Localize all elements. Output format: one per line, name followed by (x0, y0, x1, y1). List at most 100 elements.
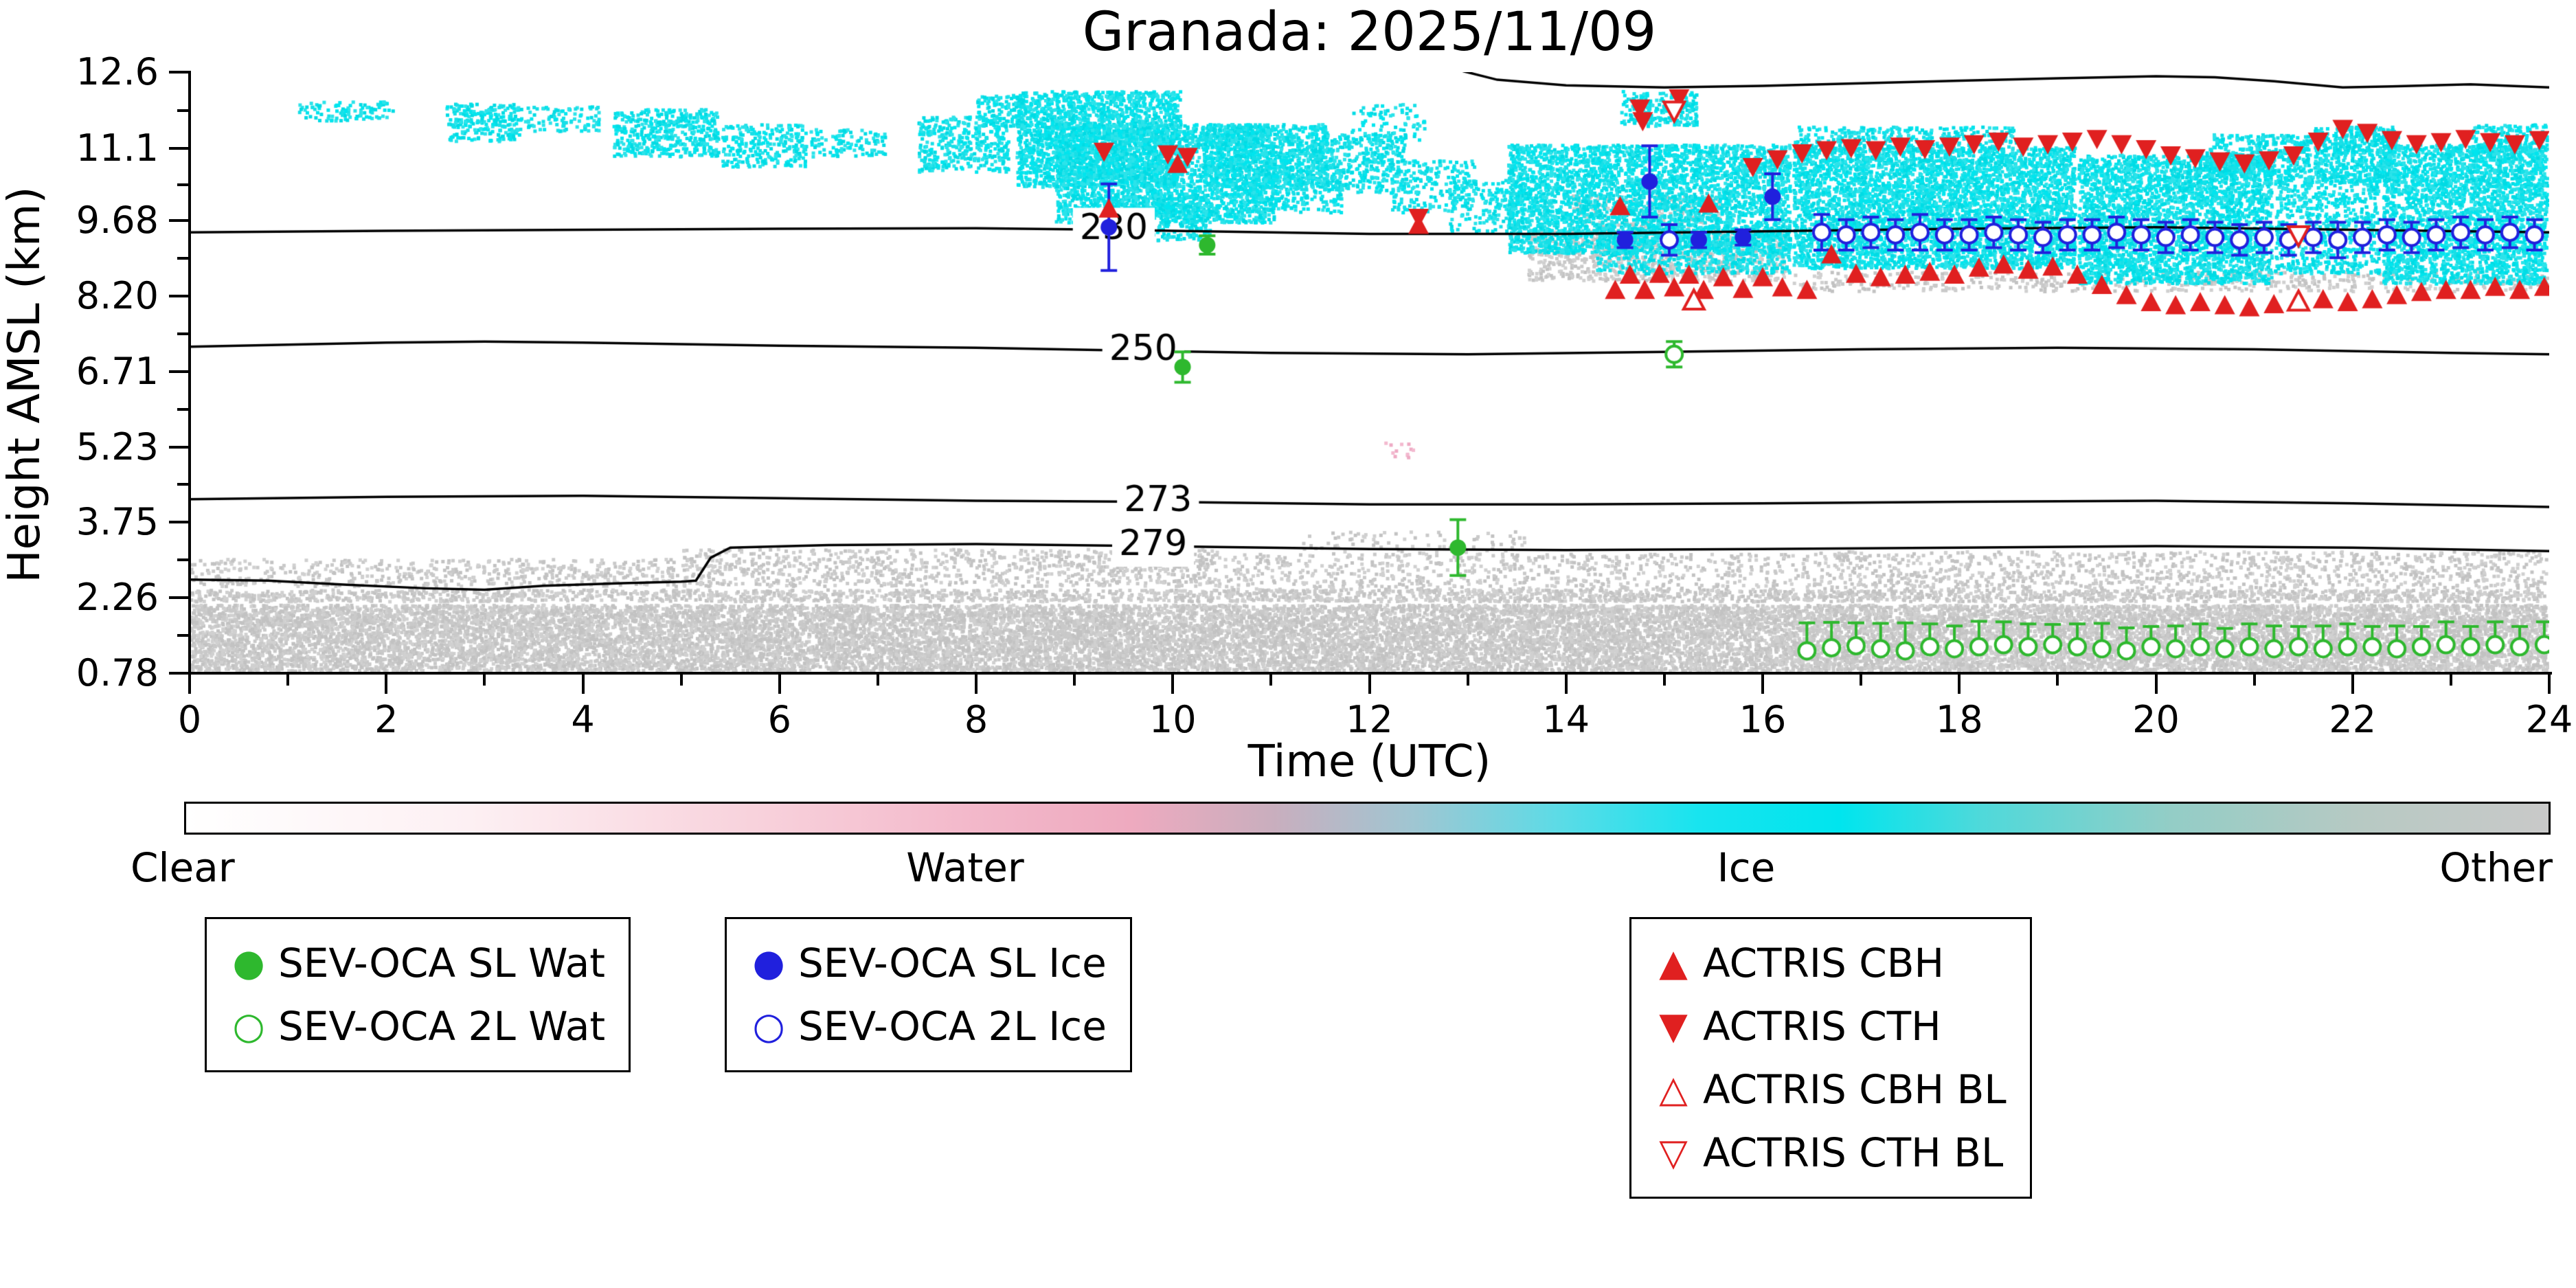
legend-box-actris: ▲ ACTRIS CBH ▼ ACTRIS CTH △ ACTRIS CBH BL ▽ ACT… (1629, 917, 2032, 1199)
x-major-tick (1958, 673, 1961, 694)
legend-label: SEV-OCA SL Wat (278, 940, 606, 986)
x-major-tick (778, 673, 781, 694)
legend-item: ○ SEV-OCA 2L Wat (225, 995, 605, 1058)
x-minor-tick (1662, 673, 1666, 686)
x-tick-label: 8 (964, 698, 988, 741)
plot-canvas (190, 72, 2549, 673)
x-major-tick (1564, 673, 1568, 694)
x-tick-label: 16 (1739, 698, 1787, 741)
x-minor-tick (679, 673, 683, 686)
open-down-triangle-marker-icon: ▽ (1659, 1131, 1688, 1174)
x-tick-label: 18 (1935, 698, 1983, 741)
x-minor-tick (2056, 673, 2059, 686)
legend-box-water: ● SEV-OCA SL Wat ○ SEV-OCA 2L Wat (205, 917, 631, 1072)
y-major-tick (169, 445, 190, 449)
y-tick-label: 8.20 (76, 273, 159, 317)
legend-item: △ ACTRIS CBH BL (1649, 1058, 2007, 1121)
filled-circle-marker-icon: ● (752, 941, 785, 984)
y-tick-label: 5.23 (76, 425, 159, 468)
x-major-tick (2154, 673, 2158, 694)
y-major-tick (169, 219, 190, 223)
legend-item: ▼ ACTRIS CTH (1649, 995, 2007, 1058)
colorbar-label-clear: Clear (131, 844, 235, 891)
x-major-tick (2548, 673, 2551, 694)
colorbar-label-ice: Ice (1717, 844, 1776, 891)
legend-box-ice: ● SEV-OCA SL Ice ○ SEV-OCA 2L Ice (725, 917, 1132, 1072)
x-minor-tick (2449, 673, 2452, 686)
x-tick-label: 4 (571, 698, 595, 741)
legend-item: ▽ ACTRIS CTH BL (1649, 1121, 2007, 1184)
y-tick-label: 12.6 (76, 50, 159, 93)
x-major-tick (385, 673, 388, 694)
x-major-tick (975, 673, 978, 694)
filled-down-triangle-marker-icon: ▼ (1659, 1004, 1688, 1048)
x-tick-label: 2 (374, 698, 398, 741)
y-minor-tick (177, 256, 190, 260)
legend-label: ACTRIS CTH BL (1703, 1129, 2004, 1176)
x-major-tick (1171, 673, 1175, 694)
y-minor-tick (177, 183, 190, 186)
x-tick-label: 22 (2329, 698, 2377, 741)
legend-item: ● SEV-OCA SL Wat (225, 931, 605, 995)
y-major-tick (169, 521, 190, 524)
x-major-tick (2351, 673, 2354, 694)
y-tick-label: 9.68 (76, 199, 159, 242)
x-minor-tick (1466, 673, 1469, 686)
y-tick-label: 2.26 (76, 576, 159, 620)
y-major-tick (169, 71, 190, 74)
legend-label: ACTRIS CTH (1703, 1003, 1941, 1050)
colorbar-gradient (186, 804, 2549, 833)
legend-label: ACTRIS CBH (1703, 940, 1945, 986)
open-circle-marker-icon: ○ (232, 1004, 265, 1048)
y-tick-label: 11.1 (76, 126, 159, 170)
filled-circle-marker-icon: ● (232, 941, 265, 984)
y-minor-tick (177, 109, 190, 112)
y-major-tick (169, 370, 190, 374)
x-major-tick (188, 673, 191, 694)
legend-item: ▲ ACTRIS CBH (1649, 931, 2007, 995)
x-major-tick (1761, 673, 1764, 694)
chart-title: Granada: 2025/11/09 (1082, 1, 1657, 63)
y-tick-label: 6.71 (76, 350, 159, 394)
legend-label: ACTRIS CBH BL (1703, 1066, 2007, 1113)
legend-item: ○ SEV-OCA 2L Ice (745, 995, 1107, 1058)
y-minor-tick (177, 407, 190, 411)
x-tick-label: 24 (2525, 698, 2573, 741)
x-minor-tick (483, 673, 486, 686)
x-tick-label: 14 (1542, 698, 1590, 741)
y-minor-tick (177, 558, 190, 562)
colorbar-label-other: Other (2439, 844, 2553, 891)
x-tick-label: 0 (177, 698, 202, 741)
y-minor-tick (177, 332, 190, 335)
x-minor-tick (876, 673, 879, 686)
x-tick-label: 20 (2132, 698, 2180, 741)
legend-label: SEV-OCA SL Ice (798, 940, 1107, 986)
x-minor-tick (1860, 673, 1863, 686)
x-major-tick (581, 673, 585, 694)
y-major-tick (169, 672, 190, 675)
y-minor-tick (177, 634, 190, 637)
open-circle-marker-icon: ○ (752, 1004, 785, 1048)
y-minor-tick (177, 483, 190, 486)
colorbar-label-water: Water (906, 844, 1024, 891)
open-up-triangle-marker-icon: △ (1659, 1067, 1688, 1111)
x-minor-tick (1269, 673, 1273, 686)
x-tick-label: 12 (1346, 698, 1393, 741)
y-tick-label: 3.75 (76, 500, 159, 544)
y-axis-spine (188, 71, 191, 676)
legend-label: SEV-OCA 2L Ice (798, 1003, 1107, 1050)
colorbar (184, 802, 2551, 835)
y-major-tick (169, 147, 190, 150)
x-major-tick (1368, 673, 1371, 694)
y-major-tick (169, 596, 190, 600)
x-tick-label: 6 (767, 698, 791, 741)
x-tick-label: 10 (1149, 698, 1197, 741)
x-axis-label: Time (UTC) (1247, 736, 1491, 787)
legend-item: ● SEV-OCA SL Ice (745, 931, 1107, 995)
x-minor-tick (1073, 673, 1076, 686)
x-minor-tick (2252, 673, 2256, 686)
x-minor-tick (286, 673, 290, 686)
y-major-tick (169, 294, 190, 297)
y-tick-label: 0.78 (76, 651, 159, 694)
